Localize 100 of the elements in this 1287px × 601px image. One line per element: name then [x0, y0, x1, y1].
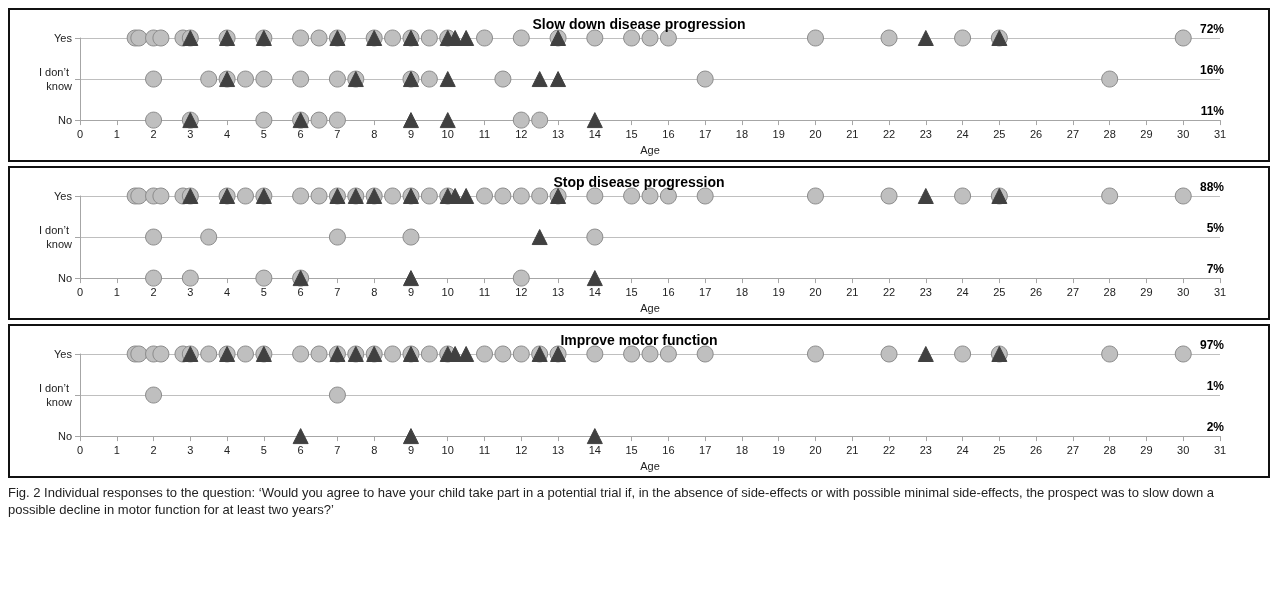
x-tick-label: 26	[1030, 127, 1043, 140]
x-tick-label: 0	[76, 127, 84, 140]
x-tick-label: 31	[1213, 127, 1227, 140]
x-tick-label: 11	[478, 127, 491, 140]
x-tick-label: 4	[224, 443, 231, 456]
x-tick-label: 10	[441, 127, 454, 140]
x-tick-label: 15	[625, 285, 638, 298]
x-tick-label: 21	[846, 443, 859, 456]
x-tick-label: 30	[1177, 443, 1190, 456]
y-tick-label: Yes	[54, 348, 73, 360]
text: 97%	[1199, 338, 1225, 352]
x-tick-label: 16	[662, 285, 675, 298]
x-tick-label: 1	[113, 443, 120, 456]
x-tick-label: 30	[1177, 127, 1190, 140]
x-tick-label: 3	[187, 285, 194, 298]
x-tick-label: 11	[478, 443, 491, 456]
x-tick-label: 27	[1066, 443, 1080, 456]
annotation: 7%	[1206, 262, 1225, 277]
x-tick-label: 17	[699, 285, 712, 298]
x-tick-label: 23	[919, 127, 932, 140]
x-tick-label: 13	[551, 285, 565, 298]
x-tick-label: 21	[846, 285, 859, 298]
x-tick-label: 11	[478, 285, 491, 298]
x-tick-label: 8	[371, 443, 378, 456]
x-tick-label: 14	[588, 127, 601, 140]
x-tick-label: 1	[113, 285, 120, 298]
chart-title: Improve motor function	[560, 332, 718, 348]
x-tick-label: 2	[150, 285, 157, 298]
x-tick-label: 29	[1140, 127, 1153, 140]
caption: Fig. 2 Individual responses to the question: ‘Would you agree to have your child take part in a potential trial if, in the absence of side-effects or with possible minimal side-effects, the prospect was to slow down a possible decline in motor function for at least two years?’	[8, 484, 1216, 518]
x-tick-label: 10	[441, 443, 454, 456]
x-tick-label: 5	[260, 127, 267, 140]
x-tick-label: 9	[407, 443, 415, 456]
chart-title: Slow down disease progression	[532, 16, 746, 32]
x-tick-label: 14	[588, 285, 601, 298]
x-tick-label: 22	[882, 127, 896, 140]
x-tick-label: 18	[735, 127, 749, 140]
x-tick-label: 25	[993, 127, 1006, 140]
y-tick-label: Yes	[54, 190, 73, 202]
chart-title: Stop disease progression	[553, 174, 725, 190]
x-tick-label: 6	[297, 443, 304, 456]
x-tick-label: 31	[1213, 443, 1227, 456]
x-tick-label: 5	[260, 443, 267, 456]
x-tick-label: 17	[699, 443, 712, 456]
x-tick-label: 6	[297, 285, 304, 298]
x-tick-label: 24	[956, 443, 969, 456]
annotation: 11%	[1200, 104, 1225, 119]
x-tick-label: 27	[1066, 127, 1080, 140]
annotation: 5%	[1206, 221, 1225, 236]
x-tick-label: 18	[735, 285, 749, 298]
x-tick-label: 21	[846, 127, 859, 140]
x-tick-label: 18	[735, 443, 749, 456]
x-tick-label: 26	[1030, 285, 1043, 298]
x-tick-label: 2	[150, 443, 157, 456]
x-tick-label: 19	[772, 285, 785, 298]
y-tick-label: No	[57, 430, 72, 443]
x-tick-label: 7	[334, 285, 341, 298]
x-tick-label: 4	[224, 127, 231, 140]
x-tick-label: 24	[956, 285, 969, 298]
x-tick-label: 19	[772, 443, 785, 456]
y-tick-label: No	[57, 272, 72, 285]
x-tick-label: 1	[113, 127, 120, 140]
x-tick-label: 23	[919, 443, 932, 456]
x-tick-label: 25	[993, 285, 1006, 298]
x-tick-label: 20	[809, 285, 822, 298]
x-tick-label: 8	[371, 127, 378, 140]
x-tick-label: 10	[441, 285, 454, 298]
x-axis-title: Age	[640, 459, 660, 472]
x-tick-label: 25	[993, 443, 1006, 456]
x-tick-label: 2	[150, 127, 157, 140]
x-tick-label: 0	[76, 443, 84, 456]
x-tick-label: 8	[371, 285, 378, 298]
text: 88%	[1199, 180, 1225, 194]
x-tick-label: 7	[334, 443, 341, 456]
annotation: 2%	[1206, 420, 1225, 435]
x-tick-label: 9	[407, 285, 415, 298]
x-tick-label: 30	[1177, 285, 1190, 298]
x-tick-label: 4	[224, 285, 231, 298]
x-tick-label: 16	[662, 127, 675, 140]
x-tick-label: 13	[551, 443, 565, 456]
x-tick-label: 14	[588, 443, 601, 456]
x-tick-label: 7	[334, 127, 341, 140]
y-tick-label: No	[57, 114, 72, 127]
x-tick-label: 15	[625, 443, 638, 456]
x-tick-label: 3	[187, 127, 194, 140]
x-tick-label: 24	[956, 127, 969, 140]
y-tick-label: I don’t know	[38, 66, 73, 93]
y-tick-label: Yes	[54, 32, 73, 44]
y-tick-label: I don’t know	[38, 382, 73, 409]
x-tick-label: 5	[260, 285, 267, 298]
x-tick-label: 28	[1103, 127, 1116, 140]
x-tick-label: 12	[515, 127, 528, 140]
x-tick-label: 28	[1103, 443, 1116, 456]
x-tick-label: 12	[515, 285, 528, 298]
x-tick-label: 0	[76, 285, 84, 298]
x-tick-label: 28	[1103, 285, 1116, 298]
x-tick-label: 31	[1213, 285, 1227, 298]
x-tick-label: 20	[809, 127, 822, 140]
x-tick-label: 13	[551, 127, 565, 140]
x-tick-label: 22	[882, 285, 896, 298]
